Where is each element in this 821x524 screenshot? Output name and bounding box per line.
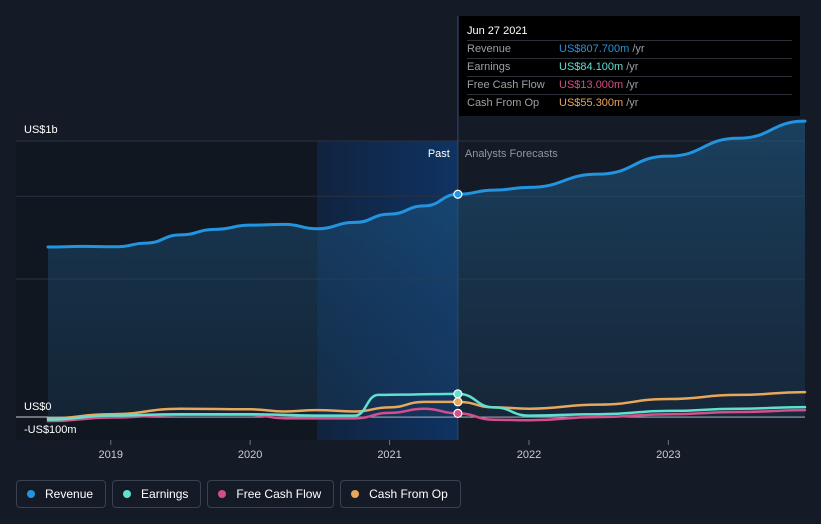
y-label-zero: US$0 <box>24 401 52 413</box>
legend-item-free-cash-flow[interactable]: Free Cash Flow <box>207 480 335 508</box>
y-label-bottom: -US$100m <box>24 424 77 436</box>
x-tick-label: 2021 <box>377 449 401 461</box>
legend: Revenue Earnings Free Cash Flow Cash Fro… <box>16 480 461 510</box>
legend-item-revenue[interactable]: Revenue <box>16 480 107 508</box>
tooltip-value: US$13.000m <box>559 79 624 91</box>
legend-dot-icon <box>27 490 35 498</box>
tooltip-label: Cash From Op <box>467 97 540 109</box>
x-tick-label: 2022 <box>517 449 541 461</box>
marker-free-cash-flow <box>453 408 463 419</box>
marker-revenue <box>453 189 463 199</box>
legend-label: Earnings <box>141 487 189 501</box>
legend-item-earnings[interactable]: Earnings <box>112 480 202 508</box>
tooltip-value: US$807.700m <box>559 43 630 55</box>
tooltip-row-cash-from-op: Cash From Op US$55.300m /yr <box>467 94 792 112</box>
legend-dot-icon <box>123 490 132 498</box>
past-label: Past <box>428 148 450 160</box>
tooltip-value: US$55.300m <box>559 97 624 109</box>
y-label-top: US$1b <box>24 124 58 136</box>
tooltip-date: Jun 27 2021 <box>467 25 528 37</box>
tooltip-row-free-cash-flow: Free Cash Flow US$13.000m /yr <box>467 76 792 94</box>
x-tick-label: 2023 <box>656 449 680 461</box>
marker-cash-from-op <box>453 397 463 407</box>
x-tick-label: 2020 <box>238 449 262 461</box>
tooltip-unit: /yr <box>626 97 639 109</box>
tooltip-unit: /yr <box>632 43 645 55</box>
series-line-earnings <box>46 392 807 422</box>
forecast-label: Analysts Forecasts <box>465 148 558 160</box>
marker-earnings <box>453 389 463 399</box>
tooltip: Jun 27 2021 Revenue US$807.700m /yr Earn… <box>459 16 800 116</box>
legend-dot-icon <box>218 490 227 498</box>
tooltip-unit: /yr <box>626 79 639 91</box>
legend-dot-icon <box>351 490 360 498</box>
series-line-revenue <box>46 119 807 249</box>
tooltip-label: Free Cash Flow <box>467 79 545 91</box>
legend-label: Free Cash Flow <box>236 487 322 501</box>
tooltip-label: Earnings <box>467 61 511 73</box>
legend-label: Cash From Op <box>369 487 448 501</box>
series-line-cash-from-op <box>46 390 807 420</box>
tooltip-unit: /yr <box>626 61 639 73</box>
revenue-area <box>48 121 805 418</box>
tooltip-value: US$84.100m <box>559 61 624 73</box>
legend-label: Revenue <box>45 487 94 501</box>
tooltip-label: Revenue <box>467 43 512 55</box>
tooltip-row-earnings: Earnings US$84.100m /yr <box>467 58 792 76</box>
tooltip-row-revenue: Revenue US$807.700m /yr <box>467 40 792 58</box>
x-tick-label: 2019 <box>98 449 122 461</box>
legend-item-cash-from-op[interactable]: Cash From Op <box>340 480 461 508</box>
